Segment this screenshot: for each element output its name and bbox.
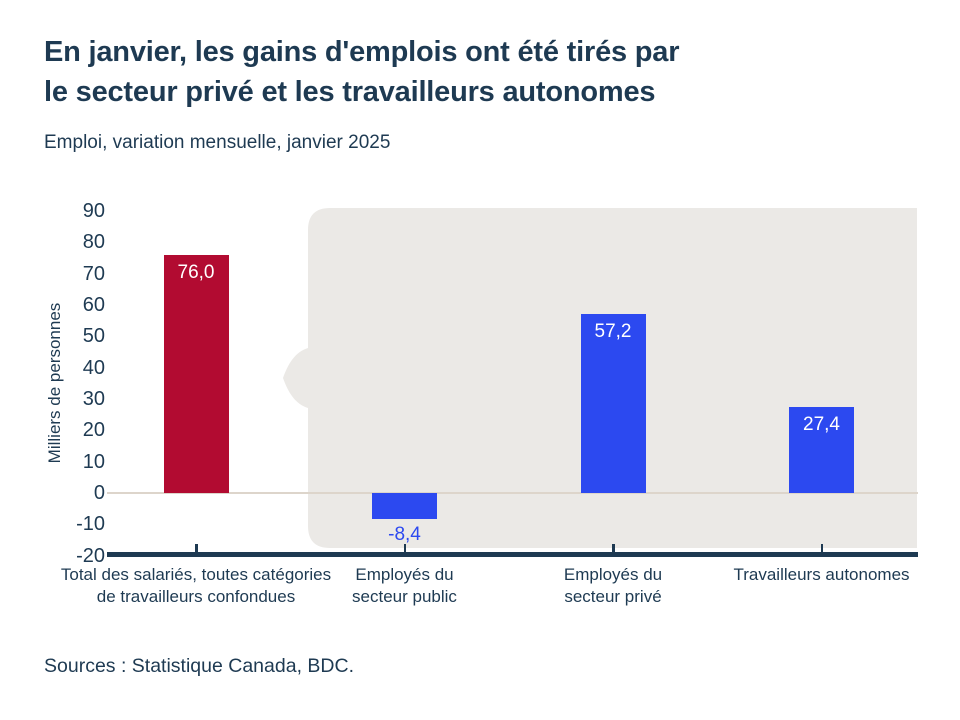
x-category-label: Total des salariés, toutes catégories de… bbox=[60, 565, 332, 606]
bar-3 bbox=[580, 313, 646, 493]
y-tick-label: 20 bbox=[82, 419, 105, 442]
bar-value-label: 57,2 bbox=[594, 320, 632, 342]
y-tick-label: 70 bbox=[82, 262, 105, 285]
chart-subtitle: Emploi, variation mensuelle, janvier 202… bbox=[44, 132, 391, 153]
y-tick-label: 60 bbox=[82, 294, 105, 317]
y-tick-label: 40 bbox=[82, 356, 105, 379]
bar-2 bbox=[372, 493, 437, 520]
bar-value-label: -8,4 bbox=[388, 524, 421, 546]
y-tick-label: 50 bbox=[82, 325, 105, 348]
zero-gridline bbox=[107, 492, 918, 494]
bar-4 bbox=[789, 407, 854, 493]
y-tick-label: 30 bbox=[82, 388, 105, 410]
bar-1 bbox=[163, 254, 229, 493]
y-tick-label: 10 bbox=[82, 450, 105, 473]
sources-note: Sources : Statistique Canada, BDC. bbox=[44, 655, 354, 677]
title-line-1: En janvier, les gains d'emplois ont été … bbox=[44, 36, 680, 68]
y-tick-label: 90 bbox=[82, 200, 105, 223]
bar-value-label: 27,4 bbox=[803, 414, 840, 436]
bar-value-label: 76,0 bbox=[177, 261, 215, 283]
y-tick-label: -20 bbox=[76, 544, 105, 567]
page-title: En janvier, les gains d'emplois ont été … bbox=[44, 32, 680, 112]
title-line-2: le secteur privé et les travailleurs aut… bbox=[44, 76, 656, 108]
y-tick-label: 80 bbox=[82, 231, 105, 254]
x-axis-line bbox=[107, 552, 918, 557]
y-tick-label: -10 bbox=[76, 513, 105, 536]
y-tick-label: 0 bbox=[93, 482, 105, 504]
x-tick-mark bbox=[820, 544, 823, 552]
x-category-label: Employés du secteur public bbox=[352, 565, 457, 606]
x-category-label: Employés du secteur privé bbox=[563, 565, 663, 606]
x-tick-mark bbox=[612, 544, 615, 552]
x-tick-mark bbox=[195, 544, 198, 552]
x-tick-mark bbox=[403, 544, 406, 552]
x-category-label: Travailleurs autonomes bbox=[733, 565, 910, 584]
